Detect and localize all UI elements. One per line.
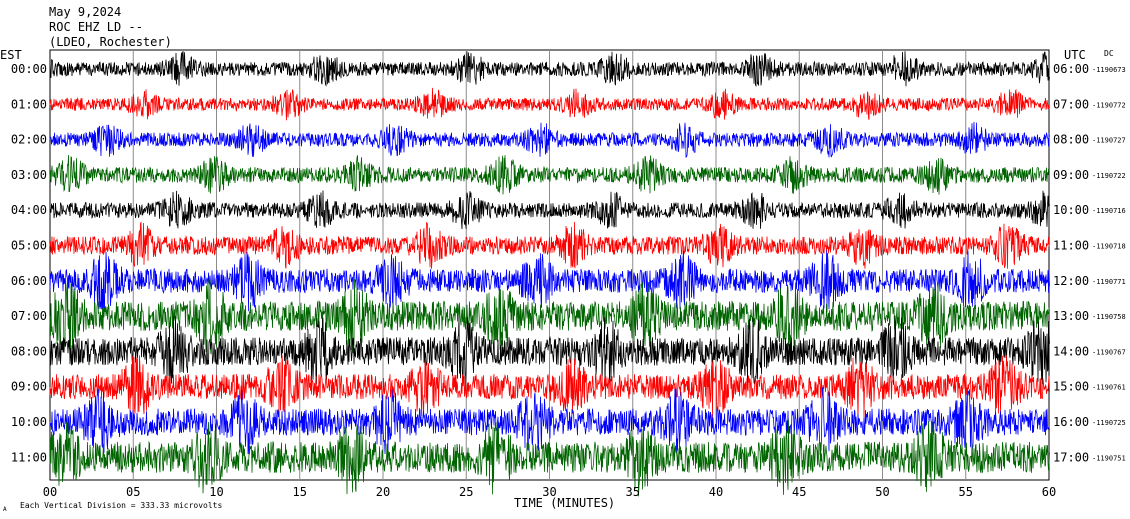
est-label: 08:00 <box>11 344 47 358</box>
utc-axis-label: UTC <box>1064 48 1086 62</box>
dc-offset-label: -1190725 <box>1092 419 1126 427</box>
dc-offset-label: -1190751 <box>1092 454 1126 462</box>
utc-label: 06:00 <box>1053 62 1089 76</box>
trace-0700 <box>49 278 1050 355</box>
est-axis-label: EST <box>0 48 22 62</box>
est-label: 00:00 <box>11 62 47 76</box>
dc-label: DC <box>1104 49 1114 58</box>
utc-label: 11:00 <box>1053 239 1089 253</box>
est-label: 10:00 <box>11 415 47 429</box>
x-tick-label: 50 <box>875 485 889 499</box>
utc-label: 08:00 <box>1053 133 1089 147</box>
dc-offset-label: -1190772 <box>1092 101 1126 109</box>
est-label: 11:00 <box>11 450 47 464</box>
dc-offset-label: -1190767 <box>1092 348 1126 356</box>
trace-0400 <box>49 190 1050 230</box>
dc-offset-label: -1190758 <box>1092 313 1126 321</box>
est-label: 06:00 <box>11 274 47 288</box>
trace-0000 <box>49 51 1050 88</box>
utc-label: 07:00 <box>1053 97 1089 111</box>
x-axis-title: TIME (MINUTES) <box>514 496 615 510</box>
scale-note: Each Vertical Division = 333.33 microvol… <box>20 501 222 510</box>
utc-label: 10:00 <box>1053 203 1089 217</box>
est-label: 03:00 <box>11 168 47 182</box>
chart-date: May 9,2024 <box>49 5 121 19</box>
utc-label: 16:00 <box>1053 415 1089 429</box>
x-tick-label: 10 <box>209 485 223 499</box>
x-tick-label: 30 <box>542 485 556 499</box>
trace-0500 <box>49 221 1050 269</box>
est-label: 05:00 <box>11 239 47 253</box>
x-tick-label: 25 <box>459 485 473 499</box>
x-tick-label: 20 <box>376 485 390 499</box>
trace-0800 <box>49 315 1050 387</box>
x-tick-label: 60 <box>1042 485 1056 499</box>
dc-offset-label: -1190673 <box>1092 66 1126 74</box>
est-label: 04:00 <box>11 203 47 217</box>
utc-label: 17:00 <box>1053 450 1089 464</box>
chart-network: (LDEO, Rochester) <box>49 35 172 49</box>
x-tick-label: 55 <box>959 485 973 499</box>
utc-label: 09:00 <box>1053 168 1089 182</box>
utc-label: 12:00 <box>1053 274 1089 288</box>
x-tick-label: 45 <box>792 485 806 499</box>
scale-mark: A <box>3 506 7 513</box>
dc-offset-label: -1190761 <box>1092 384 1126 392</box>
x-tick-label: 00 <box>43 485 57 499</box>
chart-station: ROC EHZ LD -- <box>49 20 143 34</box>
dc-offset-label: -1190716 <box>1092 207 1126 215</box>
trace-1100 <box>49 419 1050 497</box>
utc-label: 14:00 <box>1053 344 1089 358</box>
dc-offset-label: -1190722 <box>1092 172 1126 180</box>
trace-0900 <box>49 354 1050 420</box>
est-label: 01:00 <box>11 97 47 111</box>
trace-0200 <box>49 121 1050 158</box>
x-tick-label: 05 <box>126 485 140 499</box>
utc-label: 13:00 <box>1053 309 1089 323</box>
dc-offset-label: -1190718 <box>1092 243 1126 251</box>
dc-offset-label: -1190771 <box>1092 278 1126 286</box>
trace-0300 <box>49 154 1050 195</box>
dc-offset-label: -1190727 <box>1092 137 1126 145</box>
trace-0600 <box>49 250 1050 312</box>
x-tick-label: 35 <box>626 485 640 499</box>
est-label: 02:00 <box>11 133 47 147</box>
est-label: 07:00 <box>11 309 47 323</box>
utc-label: 15:00 <box>1053 380 1089 394</box>
trace-1000 <box>49 387 1050 456</box>
x-tick-label: 40 <box>709 485 723 499</box>
x-tick-label: 15 <box>293 485 307 499</box>
trace-0100 <box>49 87 1050 121</box>
est-label: 09:00 <box>11 380 47 394</box>
